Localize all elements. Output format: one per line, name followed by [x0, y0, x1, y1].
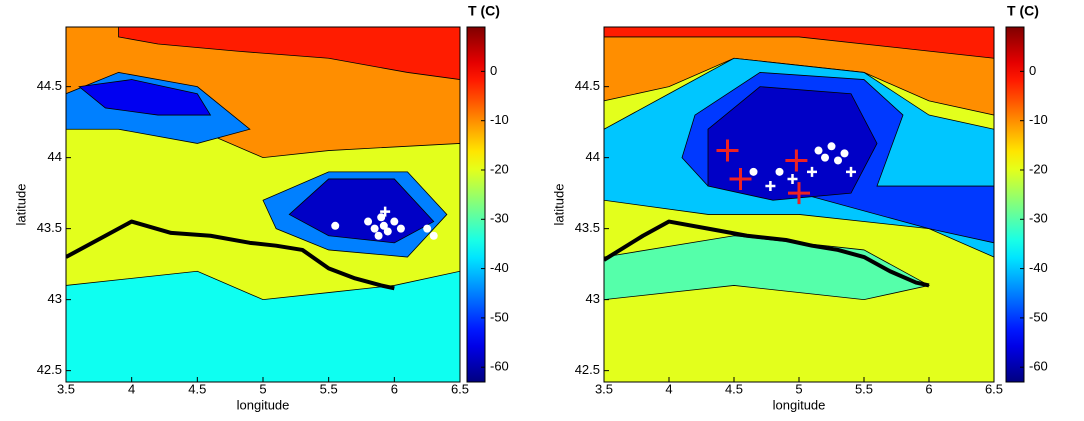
marker-dot	[383, 227, 392, 236]
y-tick-label: 43	[586, 291, 600, 306]
x-tick-label: 4	[128, 381, 135, 396]
marker-dot	[775, 167, 784, 176]
y-tick-label: 42.5	[37, 362, 62, 377]
x-tick-label: 3.5	[595, 381, 613, 396]
y-tick-label: 44.5	[575, 78, 600, 93]
colorbar-label: T (C)	[1007, 3, 1039, 19]
y-tick-label: 42.5	[575, 362, 600, 377]
marker-dot	[390, 217, 399, 226]
marker-plus	[788, 182, 810, 205]
colorbar-label: T (C)	[468, 3, 500, 19]
x-tick-label: 3.5	[57, 381, 75, 396]
marker-plus	[716, 139, 739, 162]
x-tick-label: 6	[391, 381, 398, 396]
colorbar-tick-label: -60	[1029, 359, 1048, 374]
marker-plus	[787, 173, 798, 184]
marker-dot	[379, 221, 388, 230]
marker-dot	[821, 153, 829, 162]
marker-dot	[423, 224, 432, 233]
colorbar-tick-label: -10	[490, 112, 509, 127]
x-tick-label: 6.5	[451, 381, 469, 396]
contour-region	[78, 79, 212, 116]
x-axis-label: longitude	[773, 397, 826, 412]
y-axis-label: latitude	[13, 184, 28, 226]
marker-dot	[364, 217, 373, 226]
marker-plus	[765, 181, 776, 192]
colorbar-tick-label: -20	[1029, 161, 1048, 176]
marker-dot	[370, 224, 379, 233]
x-tick-label: 4.5	[725, 381, 743, 396]
marker-plus	[729, 167, 752, 190]
marker-dot	[429, 231, 438, 240]
plot-area	[66, 27, 460, 382]
colorbar-tick-label: -20	[490, 161, 509, 176]
colorbar-tick-label: -50	[490, 309, 509, 324]
x-tick-label: 4.5	[188, 381, 206, 396]
colorbar-tick-label: -30	[1029, 211, 1048, 226]
track-line	[66, 219, 395, 291]
x-tick-label: 5.5	[855, 381, 873, 396]
marker-dot	[749, 167, 758, 176]
marker-dot	[374, 231, 383, 240]
colorbar-tick-label: -40	[1029, 260, 1048, 275]
marker-plus	[807, 166, 817, 177]
marker-dot	[377, 213, 386, 222]
colorbar	[1005, 26, 1025, 383]
marker-plus	[785, 149, 808, 172]
y-tick-label: 44.5	[37, 78, 62, 93]
track-line	[604, 219, 930, 288]
marker-plus	[846, 166, 856, 177]
marker-dot	[840, 149, 849, 158]
x-tick-label: 6.5	[985, 381, 1003, 396]
x-tick-label: 6	[925, 381, 932, 396]
y-tick-label: 43	[48, 291, 62, 306]
y-tick-label: 43.5	[37, 220, 62, 235]
colorbar	[466, 26, 486, 383]
y-tick-label: 43.5	[575, 220, 600, 235]
colorbar-tick-label: -10	[1029, 112, 1048, 127]
marker-plus	[380, 206, 391, 217]
marker-dot	[814, 146, 823, 155]
y-tick-label: 44	[48, 149, 62, 164]
colorbar-tick-label: 0	[490, 63, 497, 78]
contour-region	[66, 270, 460, 382]
x-tick-label: 5	[259, 381, 266, 396]
marker-dot	[827, 142, 836, 151]
x-tick-label: 5	[795, 381, 802, 396]
colorbar-tick-label: -30	[490, 211, 509, 226]
marker-dot	[396, 224, 405, 233]
contour-region	[604, 27, 994, 59]
plot-area	[604, 27, 994, 382]
marker-dot	[331, 221, 340, 230]
x-tick-label: 4	[665, 381, 672, 396]
marker-dot	[834, 156, 842, 165]
colorbar-tick-label: -50	[1029, 309, 1048, 324]
x-tick-label: 5.5	[320, 381, 338, 396]
colorbar-tick-label: -40	[490, 260, 509, 275]
x-axis-label: longitude	[237, 397, 290, 412]
contour-region	[118, 27, 460, 80]
y-axis-label: latitude	[551, 184, 566, 226]
colorbar-tick-label: 0	[1029, 63, 1036, 78]
y-tick-label: 44	[586, 149, 600, 164]
colorbar-tick-label: -60	[490, 359, 509, 374]
